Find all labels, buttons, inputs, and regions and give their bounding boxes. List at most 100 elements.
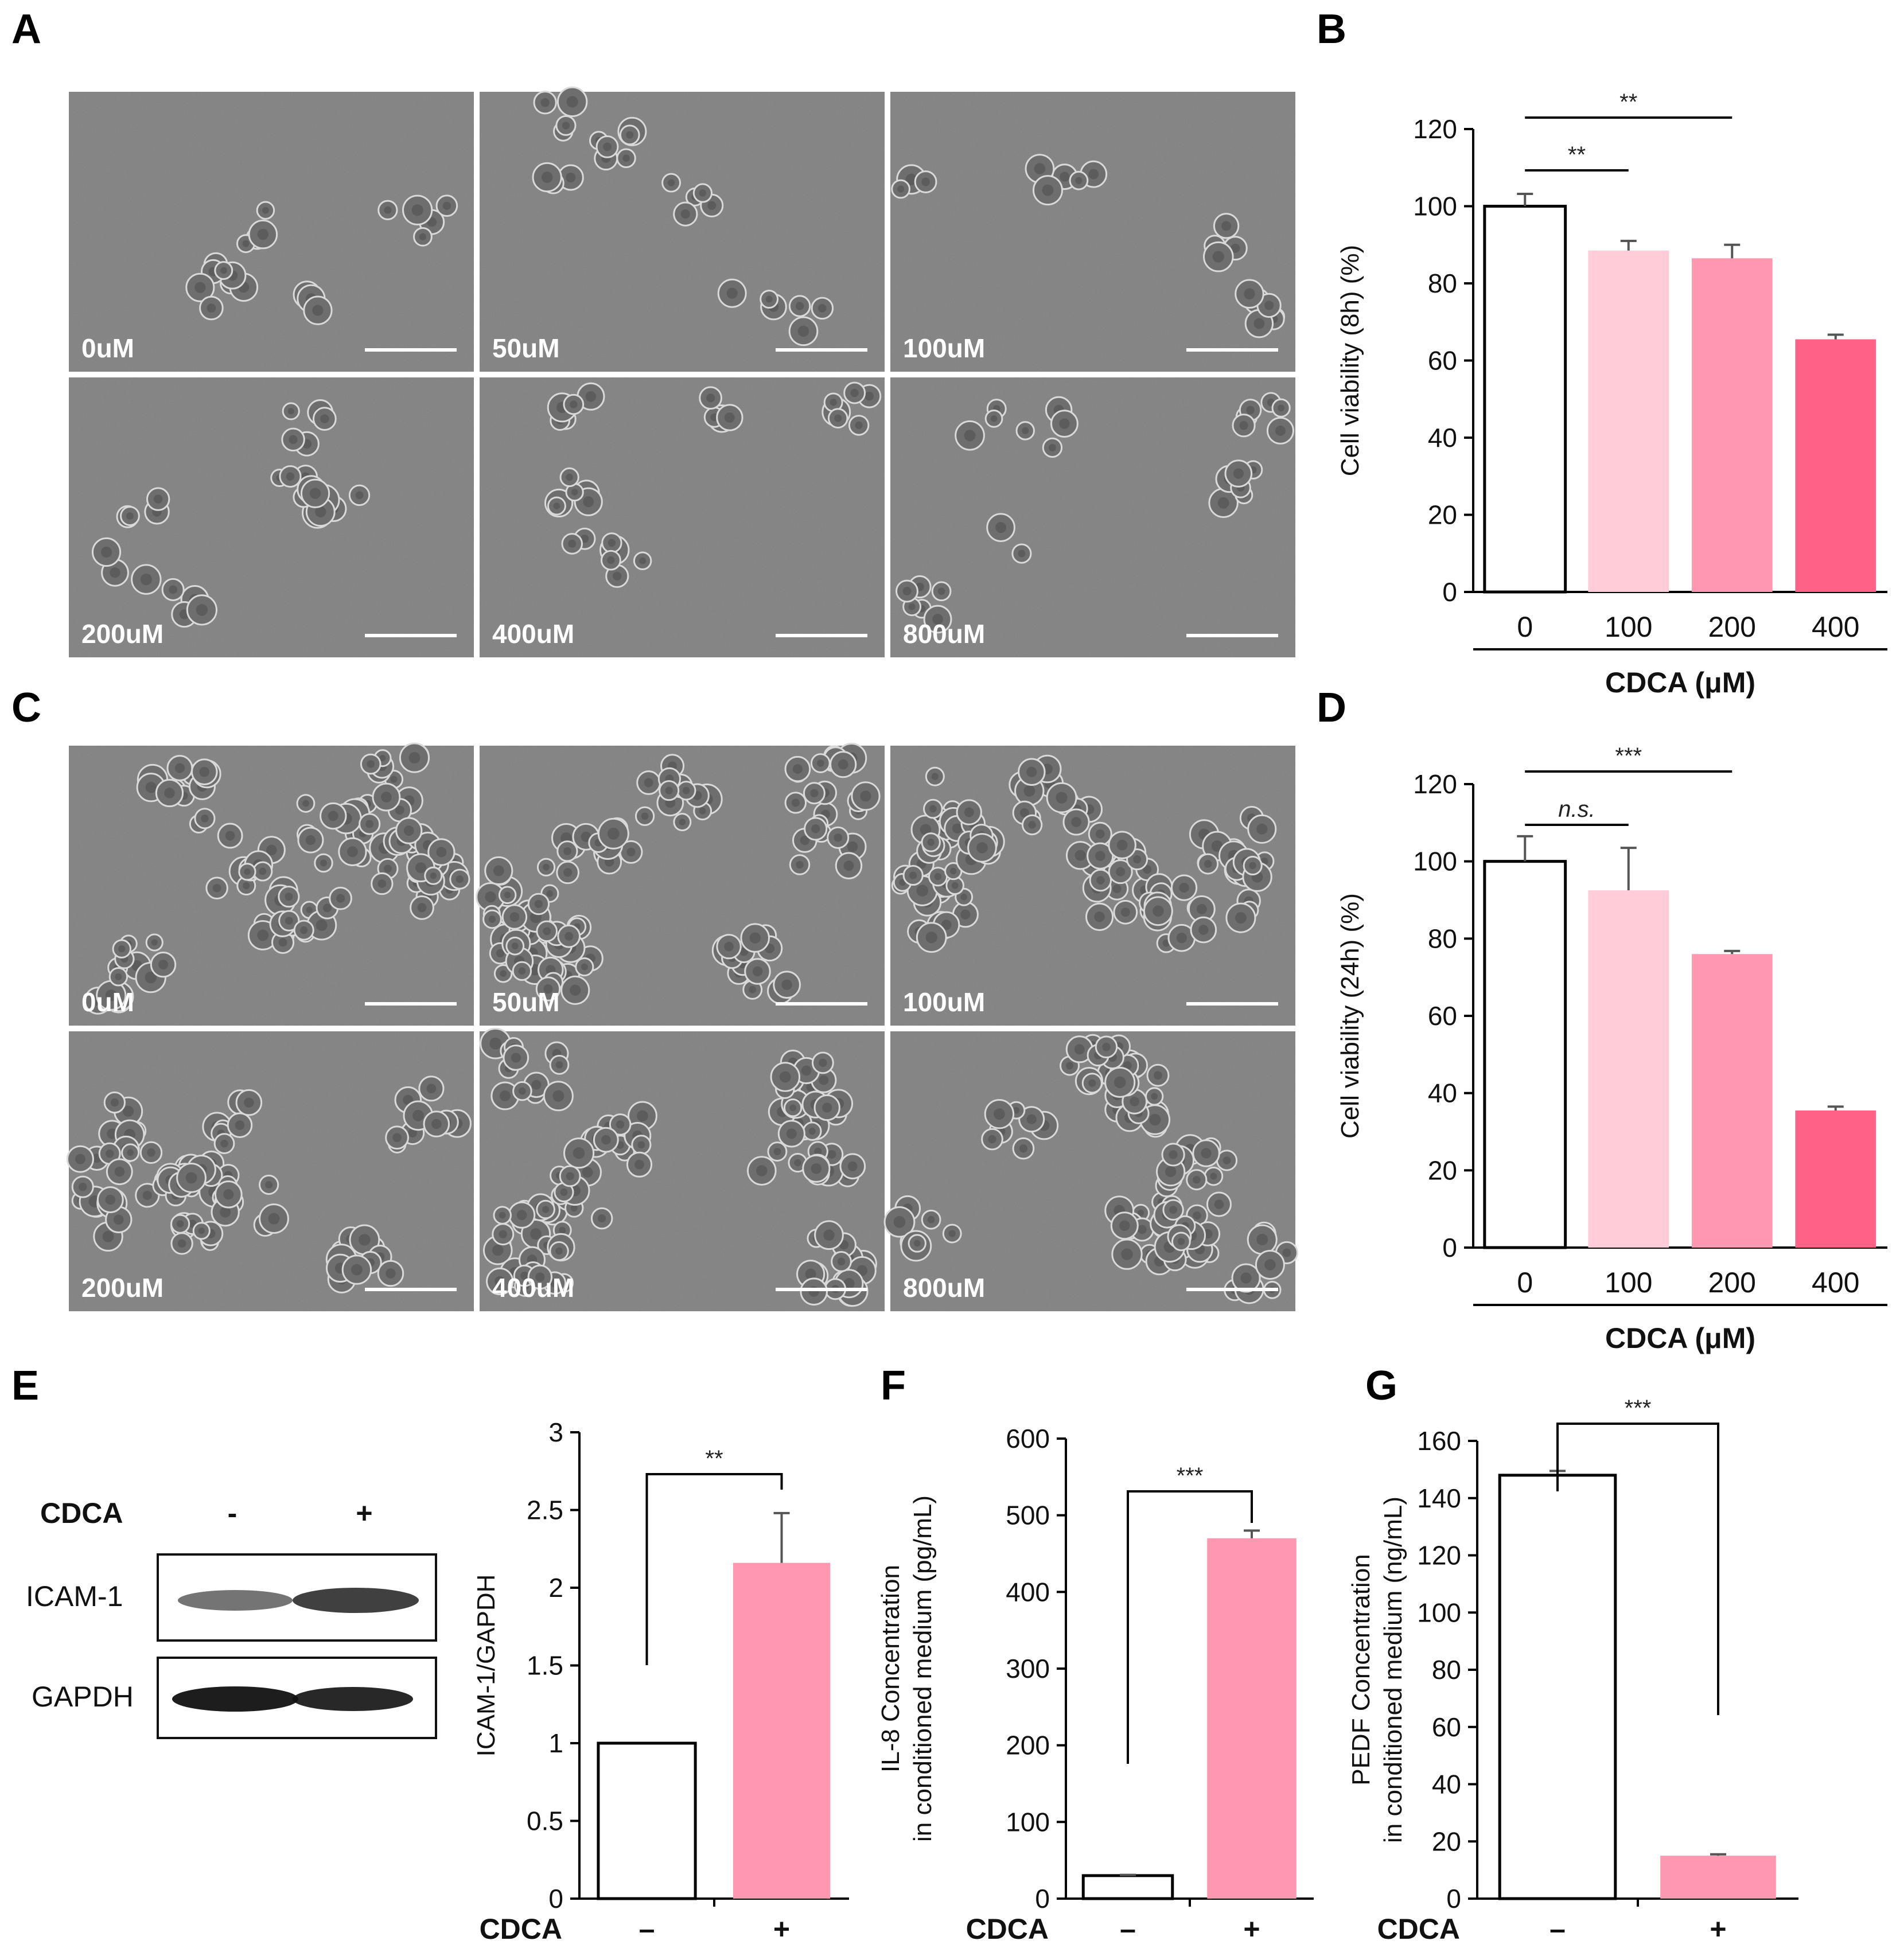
cell-nucleus [566,1172,574,1180]
cell-nucleus [706,393,715,403]
y-tick-label: 160 [1417,1426,1461,1456]
cell-nucleus [1211,840,1223,852]
cell-nucleus [582,1167,593,1178]
x-tick-label: 400 [1812,611,1859,643]
x-axis-title: CDCA [480,1913,562,1945]
cell-nucleus [381,792,392,802]
cell-nucleus [540,98,550,107]
significance-label: n.s. [1558,797,1595,822]
cell-nucleus [1162,940,1170,947]
cell-nucleus [800,835,809,845]
bar [1691,954,1773,1248]
cell-nucleus [1169,1206,1177,1214]
cell-nucleus [351,1264,363,1276]
cell-nucleus [601,1135,611,1145]
cell-nucleus [724,941,734,952]
bar [1207,1538,1297,1899]
cell-nucleus [485,891,496,903]
y-axis-label: Cell viability (24h) (%) [1336,893,1364,1139]
y-tick-label: 200 [1006,1731,1050,1760]
cell-nucleus [259,867,267,875]
cell-nucleus [392,1133,402,1143]
cell-nucleus [950,867,957,875]
cell-nucleus [500,970,507,977]
cell-nucleus [411,204,423,216]
cell-nucleus [583,496,594,508]
cell-nucleus [408,752,421,764]
cell-nucleus [616,1120,625,1129]
cell-nucleus [796,860,804,869]
y-axis-label-line2: in conditioned medium (ng/mL) [1379,1497,1407,1843]
cell-nucleus [312,305,324,316]
cell-nucleus [827,1149,836,1159]
cell-nucleus [1239,421,1248,430]
cell-nucleus [913,1240,921,1247]
cell-nucleus [739,947,749,956]
cell-nucleus [1138,1225,1147,1234]
cell-nucleus [242,240,250,247]
cell-nucleus [1074,850,1086,861]
cell-nucleus [110,1098,119,1107]
cell-nucleus [201,815,209,823]
cell-nucleus [516,1210,527,1221]
cell-nucleus [543,984,553,994]
cell-nucleus [707,201,717,210]
cell-nucleus [198,1228,205,1234]
bar [733,1562,831,1899]
cell-nucleus [607,556,615,564]
cell-nucleus [1034,163,1046,174]
cell-nucleus [847,841,858,852]
cell-nucleus [667,179,675,186]
cell-nucleus [1088,1079,1096,1087]
y-tick-label: 100 [1413,192,1457,221]
cell-nucleus [941,919,952,930]
cell-nucleus [1042,184,1054,196]
cell-nucleus [305,835,316,845]
cell-nucleus [126,512,134,520]
cell-nucleus [543,927,551,936]
y-tick-label: 120 [1413,114,1457,144]
bar [597,1741,697,1900]
cell-nucleus [328,811,338,821]
x-tick-label: 100 [1605,1267,1652,1299]
x-axis-title: CDCA [1377,1913,1460,1945]
y-tick-label: 120 [1413,769,1457,799]
cell-nucleus [365,820,374,828]
cell-nucleus [934,873,942,880]
cell-nucleus [384,206,392,214]
cell-nucleus [555,1061,563,1069]
cell-nucleus [355,491,364,500]
cell-nucleus [220,1206,231,1218]
cell-nucleus [1088,169,1099,180]
cell-nucleus [436,847,447,858]
cell-nucleus [822,1102,832,1113]
cell-nucleus [1119,1220,1130,1231]
cell-nucleus [1137,1209,1144,1217]
x-tick-label: 0 [1517,611,1533,643]
cell-nucleus [300,926,308,934]
cell-nucleus [1112,884,1122,893]
x-tick-label: 0 [1517,1267,1533,1299]
cell-nucleus [207,303,216,313]
cell-nucleus [1060,172,1070,182]
cell-nucleus [1240,1272,1252,1284]
y-tick-label: 80 [1428,924,1457,953]
panel-label-b: B [1317,6,1346,52]
cell-nucleus [988,1135,996,1144]
cell-nucleus [1153,905,1164,917]
x-tick-label: 100 [1605,611,1652,643]
cell-nucleus [1169,1150,1178,1159]
cell-nucleus [107,1128,118,1139]
cell-nucleus [145,971,157,984]
cell-nucleus [1196,903,1207,914]
cell-nucleus [781,979,792,990]
y-tick-label: 100 [1006,1807,1050,1837]
cell-nucleus [265,1181,273,1189]
cell-nucleus [534,899,543,909]
y-tick-label: 60 [1428,346,1457,376]
significance-label: ** [1568,142,1586,167]
micrograph-condition-label: 0uM [81,333,134,363]
cell-nucleus [223,1189,234,1200]
x-axis-title: CDCA (μM) [1605,667,1755,699]
cell-nucleus [113,1214,124,1225]
